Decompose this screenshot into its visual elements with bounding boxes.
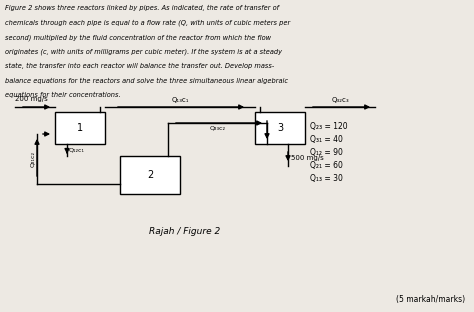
Text: Q₁₂c₁: Q₁₂c₁ xyxy=(69,148,85,153)
Text: second) multiplied by the fluid concentration of the reactor from which the flow: second) multiplied by the fluid concentr… xyxy=(5,34,271,41)
Text: 3: 3 xyxy=(277,123,283,133)
Text: Q₂₁ = 60: Q₂₁ = 60 xyxy=(310,161,343,170)
Bar xyxy=(255,112,305,144)
Text: Rajah / Figure 2: Rajah / Figure 2 xyxy=(149,227,220,236)
Text: Q₂₁c₂: Q₂₁c₂ xyxy=(30,151,35,167)
Text: originates (c, with units of milligrams per cubic meter). If the system is at a : originates (c, with units of milligrams … xyxy=(5,48,282,55)
Text: 200 mg/s: 200 mg/s xyxy=(15,96,48,102)
Text: chemicals through each pipe is equal to a flow rate (Q, with units of cubic mete: chemicals through each pipe is equal to … xyxy=(5,19,290,26)
Text: balance equations for the reactors and solve the three simultaneous linear algeb: balance equations for the reactors and s… xyxy=(5,77,288,84)
Text: Q₃₁ = 40: Q₃₁ = 40 xyxy=(310,135,343,144)
Text: Figure 2 shows three reactors linked by pipes. As indicated, the rate of transfe: Figure 2 shows three reactors linked by … xyxy=(5,5,279,11)
Text: Q₂₃ = 120: Q₂₃ = 120 xyxy=(310,122,347,131)
Text: Q₁₂ = 90: Q₁₂ = 90 xyxy=(310,148,343,157)
Text: Q₁₃c₁: Q₁₃c₁ xyxy=(171,97,189,103)
Text: 2: 2 xyxy=(147,170,153,180)
Text: equations for their concentrations.: equations for their concentrations. xyxy=(5,92,120,98)
Bar xyxy=(55,112,105,144)
Text: Q₁₃ = 30: Q₁₃ = 30 xyxy=(310,174,343,183)
Bar xyxy=(120,156,180,194)
Text: Q₂₃c₂: Q₂₃c₂ xyxy=(210,125,226,130)
Text: 500 mg/s: 500 mg/s xyxy=(291,155,324,161)
Text: Q₃₂c₃: Q₃₂c₃ xyxy=(331,97,349,103)
Text: state, the transfer into each reactor will balance the transfer out. Develop mas: state, the transfer into each reactor wi… xyxy=(5,63,274,69)
Text: (5 markah/marks): (5 markah/marks) xyxy=(396,295,465,304)
Text: 1: 1 xyxy=(77,123,83,133)
